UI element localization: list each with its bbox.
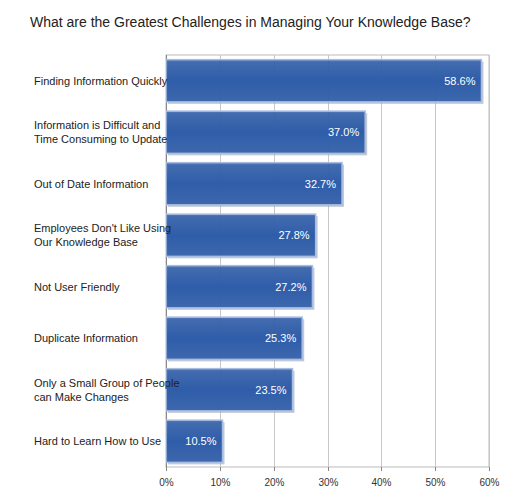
plot-frame [166,55,489,467]
tick-label: 40% [371,477,391,488]
tick-label: 20% [264,477,284,488]
chart-svg: What are the Greatest Challenges in Mana… [0,0,510,497]
category-label-line: Not User Friendly [34,281,120,293]
data-label: 58.6% [444,75,475,87]
tick-label: 50% [425,477,445,488]
category-label: Finding Information Quickly [34,75,168,87]
bar [166,369,293,411]
tick-label: 10% [210,477,230,488]
category-label: Out of Date Information [34,178,148,190]
category-label: Not User Friendly [34,281,120,293]
category-label-line: Only a Small Group of People [34,377,180,389]
data-label: 25.3% [265,332,296,344]
tick-label: 60% [479,477,499,488]
tick-mark [274,467,275,471]
grid-line [489,55,490,467]
bar [166,163,342,205]
category-label-line: Employees Don't Like Using [34,222,171,234]
data-label: 37.0% [328,126,359,138]
tick-label: 30% [318,477,338,488]
tick-mark [166,467,167,471]
tick-mark [381,467,382,471]
data-label: 10.5% [185,435,216,447]
data-label: 27.2% [275,281,306,293]
data-label: 23.5% [255,384,286,396]
bar [166,317,302,359]
category-label-line: Information is Difficult and [34,119,160,131]
tick-mark [220,467,221,471]
bar [166,60,481,102]
title: What are the Greatest Challenges in Mana… [30,14,471,30]
category-label: Only a Small Group of People can Make Cha… [34,377,180,403]
category-label: Information is Difficult and Time Consumi… [34,119,168,145]
category-label: Hard to Learn How to Use [34,435,161,447]
bar [166,111,365,153]
bar [166,266,312,308]
bars [166,60,483,465]
tick-mark [328,467,329,471]
category-label: Duplicate Information [34,332,138,344]
category-label-line: Our Knowledge Base [34,236,138,248]
category-label-line: Time Consuming to Update [34,133,168,145]
tick-label: 0% [159,477,174,488]
data-label: 27.8% [278,229,309,241]
grid-line [435,55,436,467]
bar [166,214,316,256]
grid-line [381,55,382,467]
category-label-line: Finding Information Quickly [34,75,168,87]
tick-mark [489,467,490,471]
category-label-line: Duplicate Information [34,332,138,344]
data-label: 32.7% [305,178,336,190]
category-label-line: Hard to Learn How to Use [34,435,161,447]
tick-mark [435,467,436,471]
category-label-line: Out of Date Information [34,178,148,190]
category-label: Employees Don't Like Using Our Knowledge … [34,222,171,248]
category-label-line: can Make Changes [34,391,129,403]
bar [166,420,223,462]
chart-container: What are the Greatest Challenges in Mana… [0,0,510,497]
